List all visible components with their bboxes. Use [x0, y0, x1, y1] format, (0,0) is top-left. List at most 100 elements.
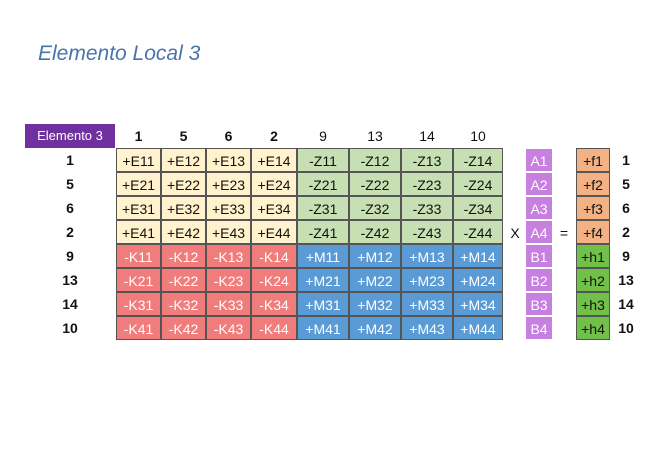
matrix-cell: +M24 [453, 268, 503, 292]
matrix-cell: -K13 [206, 244, 251, 268]
matrix-cell: +M32 [349, 292, 401, 316]
vector-x-cell: A4 [525, 220, 553, 244]
matrix-cell: -K11 [116, 244, 161, 268]
right-label: 9 [622, 248, 630, 264]
column-header: 2 [270, 128, 278, 144]
column-header: 10 [470, 128, 486, 144]
matrix-cell: -Z43 [401, 220, 453, 244]
column-header: 13 [367, 128, 383, 144]
matrix-cell: +E14 [251, 148, 297, 172]
vector-rhs-cell: +h4 [576, 316, 610, 340]
matrix-cell: -K31 [116, 292, 161, 316]
vector-rhs-cell: +f2 [576, 172, 610, 196]
matrix-cell: -K22 [161, 268, 206, 292]
right-label: 14 [618, 296, 634, 312]
matrix-cell: -K34 [251, 292, 297, 316]
matrix-cell: +M23 [401, 268, 453, 292]
row-header: 5 [66, 176, 74, 192]
row-header: 6 [66, 200, 74, 216]
matrix-cell: +E24 [251, 172, 297, 196]
matrix-cell: -Z31 [297, 196, 349, 220]
matrix-cell: -Z13 [401, 148, 453, 172]
matrix-cell: -Z11 [297, 148, 349, 172]
vector-x-cell: B2 [525, 268, 553, 292]
matrix-cell: +M42 [349, 316, 401, 340]
column-header: 9 [319, 128, 327, 144]
matrix-cell: +M34 [453, 292, 503, 316]
matrix-cell: +M41 [297, 316, 349, 340]
right-label: 6 [622, 200, 630, 216]
matrix-cell: +E13 [206, 148, 251, 172]
row-header: 9 [66, 248, 74, 264]
matrix-cell: +M21 [297, 268, 349, 292]
matrix-cell: +E34 [251, 196, 297, 220]
matrix-cell: +M22 [349, 268, 401, 292]
vector-rhs-cell: +f1 [576, 148, 610, 172]
matrix-cell: +E43 [206, 220, 251, 244]
row-header: 1 [66, 152, 74, 168]
matrix-cell: -Z22 [349, 172, 401, 196]
matrix-cell: +E44 [251, 220, 297, 244]
matrix-cell: +M33 [401, 292, 453, 316]
matrix-cell: -K21 [116, 268, 161, 292]
column-header: 6 [224, 128, 233, 144]
matrix-cell: -Z21 [297, 172, 349, 196]
equals-operator: = [559, 225, 569, 241]
column-header: 5 [179, 128, 188, 144]
matrix-cell: +E41 [116, 220, 161, 244]
matrix-cell: +E22 [161, 172, 206, 196]
matrix-cell: +M14 [453, 244, 503, 268]
matrix-cell: -K14 [251, 244, 297, 268]
right-label: 2 [622, 224, 630, 240]
element-badge: Elemento 3 [25, 124, 115, 148]
vector-rhs-cell: +h3 [576, 292, 610, 316]
matrix-cell: -Z32 [349, 196, 401, 220]
matrix-cell: -Z34 [453, 196, 503, 220]
matrix-cell: -Z24 [453, 172, 503, 196]
matrix-cell: +E21 [116, 172, 161, 196]
vector-rhs-cell: +f4 [576, 220, 610, 244]
matrix-cell: +E12 [161, 148, 206, 172]
matrix-cell: -Z41 [297, 220, 349, 244]
vector-rhs-cell: +h1 [576, 244, 610, 268]
vector-x-cell: B1 [525, 244, 553, 268]
matrix-cell: -K42 [161, 316, 206, 340]
column-header: 1 [134, 128, 143, 144]
matrix-cell: +E31 [116, 196, 161, 220]
matrix-cell: +E11 [116, 148, 161, 172]
right-label: 10 [618, 320, 634, 336]
matrix-cell: -Z44 [453, 220, 503, 244]
right-label: 1 [622, 152, 630, 168]
matrix-cell: +M43 [401, 316, 453, 340]
matrix-cell: -Z14 [453, 148, 503, 172]
row-header: 14 [62, 296, 78, 312]
matrix-cell: -Z23 [401, 172, 453, 196]
times-operator: X [510, 225, 520, 241]
matrix-cell: +E42 [161, 220, 206, 244]
matrix-cell: +M31 [297, 292, 349, 316]
matrix-cell: -Z33 [401, 196, 453, 220]
matrix-cell: +M13 [401, 244, 453, 268]
vector-x-cell: B4 [525, 316, 553, 340]
row-header: 13 [62, 272, 78, 288]
vector-x-cell: B3 [525, 292, 553, 316]
matrix-cell: -K43 [206, 316, 251, 340]
matrix-cell: +M44 [453, 316, 503, 340]
page-title: Elemento Local 3 [38, 42, 201, 65]
matrix-cell: +E23 [206, 172, 251, 196]
matrix-cell: -Z12 [349, 148, 401, 172]
row-header: 2 [66, 224, 74, 240]
matrix-cell: -K23 [206, 268, 251, 292]
matrix-cell: +E32 [161, 196, 206, 220]
matrix-cell: -Z42 [349, 220, 401, 244]
matrix-cell: -K33 [206, 292, 251, 316]
vector-rhs-cell: +f3 [576, 196, 610, 220]
vector-x-cell: A2 [525, 172, 553, 196]
matrix-cell: +M11 [297, 244, 349, 268]
column-header: 14 [419, 128, 435, 144]
matrix-cell: -K12 [161, 244, 206, 268]
vector-x-cell: A1 [525, 148, 553, 172]
matrix-cell: +M12 [349, 244, 401, 268]
matrix-cell: -K32 [161, 292, 206, 316]
right-label: 13 [618, 272, 634, 288]
